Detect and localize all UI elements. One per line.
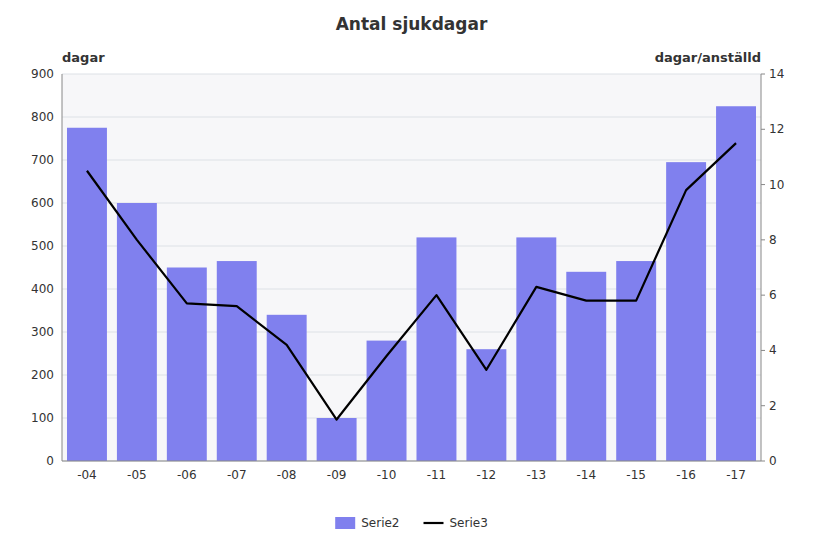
x-tick-label: -14 <box>576 468 596 482</box>
legend-label: Serie3 <box>450 516 488 530</box>
x-tick-label: -13 <box>527 468 547 482</box>
y-tick-label: 100 <box>31 411 54 425</box>
chart-svg: 0 100 200 300 400 500 600 700 800 900 0 2 4 6 8 10 12 14 -… <box>0 0 827 545</box>
bar <box>267 315 307 461</box>
legend-item: Serie2 <box>335 516 399 530</box>
y2-tick-label: 4 <box>769 343 777 357</box>
legend-swatch <box>424 522 444 524</box>
y-tick-label: 200 <box>31 368 54 382</box>
y2-tick-label: 10 <box>769 178 784 192</box>
legend-label: Serie2 <box>361 516 399 530</box>
y2-tick-label: 0 <box>769 454 777 468</box>
y-tick-label: 900 <box>31 67 54 81</box>
legend-swatch <box>335 517 355 529</box>
bar <box>416 237 456 461</box>
x-tick-label: -04 <box>77 468 97 482</box>
bar <box>367 341 407 461</box>
y-axis-line <box>62 74 63 461</box>
chart-container: 0 100 200 300 400 500 600 700 800 900 0 2 4 6 8 10 12 14 -… <box>0 0 827 545</box>
grid-line <box>62 74 761 75</box>
y-tick-label: 700 <box>31 153 54 167</box>
plot-background <box>62 74 761 461</box>
x-tick-label: -16 <box>676 468 696 482</box>
y-tick-label: 0 <box>46 454 54 468</box>
y2-tick-label: 6 <box>769 288 777 302</box>
bar <box>167 268 207 462</box>
x-tick-label: -08 <box>277 468 297 482</box>
y2-tick-label: 12 <box>769 122 784 136</box>
grid-line <box>62 461 761 462</box>
bar <box>716 106 756 461</box>
grid-line <box>62 117 761 118</box>
y-tick-label: 500 <box>31 239 54 253</box>
x-tick-label: -09 <box>327 468 347 482</box>
y2-tick <box>761 129 765 130</box>
y2-tick <box>761 295 765 296</box>
bar <box>516 237 556 461</box>
y2-tick <box>761 184 765 185</box>
x-tick-label: -06 <box>177 468 197 482</box>
x-tick-label: -05 <box>127 468 147 482</box>
bar <box>67 128 107 461</box>
bar <box>217 261 257 461</box>
grid-line <box>62 160 761 161</box>
legend: Serie2 Serie3 <box>335 516 488 530</box>
grid-line <box>62 203 761 204</box>
bar <box>466 349 506 461</box>
grid-line <box>62 246 761 247</box>
line <box>87 143 736 419</box>
bar <box>117 203 157 461</box>
y-tick-label: 800 <box>31 110 54 124</box>
legend-item: Serie3 <box>424 516 488 530</box>
y-tick-label: 300 <box>31 325 54 339</box>
x-tick-label: -11 <box>427 468 447 482</box>
y2-tick <box>761 461 765 462</box>
x-tick-label: -10 <box>377 468 397 482</box>
x-axis-line <box>62 461 761 462</box>
y2-tick-label: 2 <box>769 399 777 413</box>
y2-axis-line <box>761 74 762 461</box>
y2-tick <box>761 239 765 240</box>
bar <box>666 162 706 461</box>
x-tick-label: -15 <box>626 468 646 482</box>
marks <box>67 106 756 461</box>
y2-tick-label: 14 <box>769 67 784 81</box>
bar <box>616 261 656 461</box>
x-tick-label: -12 <box>477 468 497 482</box>
y2-axis-label: dagar/anställd <box>655 50 761 65</box>
y-axis-label: dagar <box>62 50 105 65</box>
x-tick-label: -17 <box>726 468 746 482</box>
y-tick-label: 600 <box>31 196 54 210</box>
title: Antal sjukdagar <box>336 14 488 34</box>
y2-tick <box>761 405 765 406</box>
y2-tick <box>761 74 765 75</box>
x-tick-label: -07 <box>227 468 247 482</box>
bar <box>317 418 357 461</box>
y2-tick-label: 8 <box>769 233 777 247</box>
y2-tick <box>761 350 765 351</box>
y-tick-label: 400 <box>31 282 54 296</box>
